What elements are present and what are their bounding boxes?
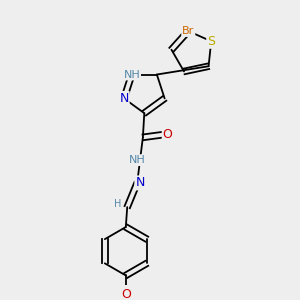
Text: NH: NH <box>129 155 146 165</box>
Text: N: N <box>135 176 145 189</box>
Text: H: H <box>114 199 122 209</box>
Text: Br: Br <box>182 26 194 36</box>
Text: NH: NH <box>123 70 140 80</box>
Text: O: O <box>163 128 172 141</box>
Text: N: N <box>119 92 129 105</box>
Text: S: S <box>207 35 215 48</box>
Text: O: O <box>121 288 131 300</box>
